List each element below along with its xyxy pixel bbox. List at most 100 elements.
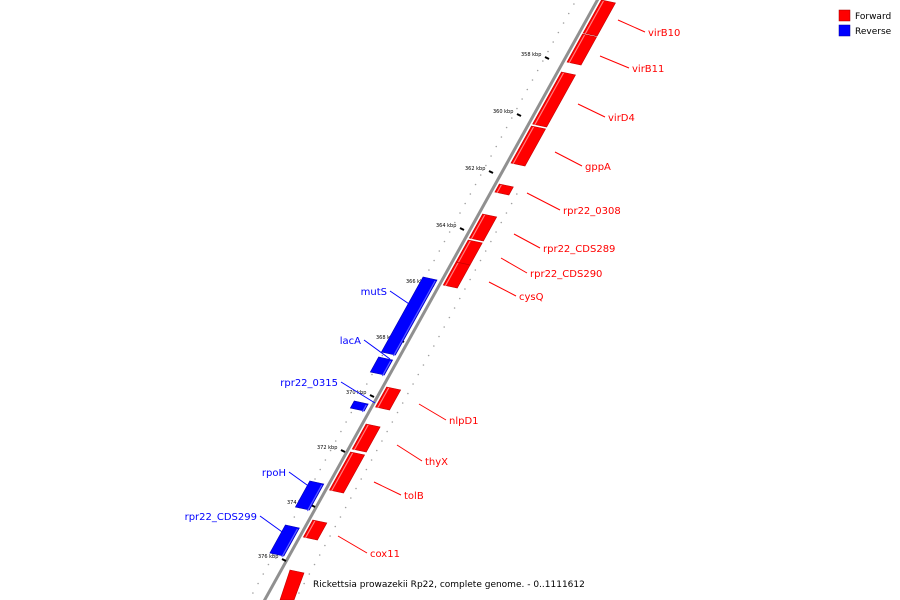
gene-highlight <box>281 528 298 558</box>
legend-reverse-label: Reverse <box>855 27 892 37</box>
ruler-dot <box>510 117 513 119</box>
ruler-dot <box>365 468 368 471</box>
gene-leader-line <box>340 381 376 404</box>
gene-feature-rpr22_0308[interactable]: rpr22_0308 <box>494 183 621 217</box>
gene-body <box>510 125 546 167</box>
ruler-tick-label: 376 kbp <box>258 554 278 560</box>
gene-label[interactable]: rpoH <box>262 468 286 479</box>
ruler-dot <box>313 563 316 566</box>
gene-feature-partial <box>279 569 305 600</box>
gene-label[interactable]: rpr22_0308 <box>563 206 621 217</box>
ruler-dot <box>360 478 363 480</box>
gene-body <box>302 519 328 541</box>
ruler-dot <box>340 430 342 433</box>
ruler-dot <box>448 316 451 319</box>
gene-feature-vird4[interactable]: virD4 <box>532 71 635 128</box>
gene-label[interactable]: virD4 <box>608 113 635 124</box>
ruler-dot <box>479 174 482 176</box>
ruler-dot <box>262 573 265 575</box>
gene-leader-line <box>288 471 315 491</box>
gene-highlight <box>534 72 565 126</box>
gene-body <box>532 71 576 128</box>
gene-highlight <box>568 34 586 64</box>
gene-label[interactable]: thyX <box>425 457 448 468</box>
gene-leader-line <box>577 103 606 118</box>
gene-feature-rpr22_cds289[interactable]: rpr22_CDS289 <box>468 213 615 255</box>
gene-highlight <box>457 240 471 264</box>
gene-feature-laca[interactable]: lacA <box>340 336 394 377</box>
ruler-ticks: 358 kbp 360 kbp 362 kbp 364 kbp 366 kbp 368 k… <box>258 52 550 562</box>
gene-body <box>329 451 366 494</box>
gene-feature-nlpd1[interactable]: nlpD1 <box>375 386 479 427</box>
ruler-dot <box>401 402 404 404</box>
ruler-dot <box>484 250 487 252</box>
gene-leader-line <box>363 339 391 360</box>
gene-body <box>582 0 616 37</box>
gene-label[interactable]: gppA <box>585 162 611 173</box>
ruler-dot <box>417 373 420 376</box>
gene-feature-gppa[interactable]: gppA <box>510 125 611 173</box>
ruler-dot <box>552 41 554 43</box>
gene-highlight <box>381 360 392 377</box>
gene-feature-cysq[interactable]: cysQ <box>442 261 544 303</box>
gene-leader-line <box>373 481 402 496</box>
gene-label[interactable]: cysQ <box>519 292 544 303</box>
ruler-dot <box>324 544 326 547</box>
gene-feature-rpr22_0315[interactable]: rpr22_0315 <box>280 378 376 413</box>
gene-label[interactable]: mutS <box>361 287 387 298</box>
ruler-dot <box>438 250 441 252</box>
gene-label[interactable]: lacA <box>340 336 361 347</box>
gene-label[interactable]: tolB <box>404 491 424 502</box>
ruler-dot <box>453 307 456 309</box>
gene-label[interactable]: rpr22_CDS289 <box>543 244 615 255</box>
gene-feature-rpoh[interactable]: rpoH <box>262 468 325 512</box>
gene-highlight <box>304 520 316 539</box>
ruler-dot <box>531 79 534 81</box>
gene-leader-line <box>599 55 630 69</box>
gene-body <box>269 524 300 557</box>
gene-highlight <box>392 280 436 357</box>
gene-features: virB10 virB11 virD4 gppA rpr22_0308 rpr22_CDS… <box>185 0 680 600</box>
gene-label[interactable]: virB10 <box>648 28 680 39</box>
gene-label[interactable]: rpr22_CDS299 <box>185 512 257 523</box>
gene-highlight <box>353 424 369 451</box>
ruler-tick-label: 360 kbp <box>493 109 513 115</box>
legend-forward-swatch <box>838 9 851 22</box>
gene-leader-line <box>337 535 368 554</box>
ruler-dot <box>267 563 270 566</box>
gene-body <box>468 213 498 242</box>
gene-leader-line <box>389 290 419 311</box>
ruler-tick <box>281 558 287 562</box>
legend-reverse-swatch <box>838 24 851 37</box>
ruler-tick-label: 358 kbp <box>521 52 541 58</box>
ruler-dot <box>567 12 570 15</box>
gene-label[interactable]: cox11 <box>370 549 400 560</box>
ruler-dot <box>366 383 368 385</box>
gene-feature-virb11[interactable]: virB11 <box>566 33 664 75</box>
gene-feature-rpr22_cds299[interactable]: rpr22_CDS299 <box>185 512 300 558</box>
ruler-dot <box>375 449 378 452</box>
gene-feature-tolb[interactable]: tolB <box>329 451 424 502</box>
ruler-dot <box>448 231 451 233</box>
ruler-tick <box>369 394 375 398</box>
gene-body <box>380 276 438 356</box>
gene-leader-line <box>554 151 583 167</box>
ruler-dot <box>459 212 461 214</box>
genome-backbone <box>262 0 600 600</box>
ruler-dot <box>474 269 477 271</box>
ruler-tick-label: 364 kbp <box>436 223 456 229</box>
ruler-dot <box>350 411 353 414</box>
gene-label[interactable]: nlpD1 <box>449 416 479 427</box>
gene-label[interactable]: virB11 <box>632 64 664 75</box>
gene-leader-line <box>513 233 541 249</box>
gene-feature-thyx[interactable]: thyX <box>351 423 448 468</box>
gene-feature-muts[interactable]: mutS <box>361 276 438 357</box>
gene-label[interactable]: rpr22_0315 <box>280 378 338 389</box>
gene-label[interactable]: rpr22_CDS290 <box>530 269 602 280</box>
gene-feature-cox11[interactable]: cox11 <box>302 519 400 560</box>
gene-body <box>566 33 598 66</box>
ruler-dot <box>464 288 466 290</box>
gene-feature-virb10[interactable]: virB10 <box>582 0 680 39</box>
ruler-tick-label: 362 kbp <box>465 166 485 172</box>
ruler-dot <box>516 107 518 110</box>
